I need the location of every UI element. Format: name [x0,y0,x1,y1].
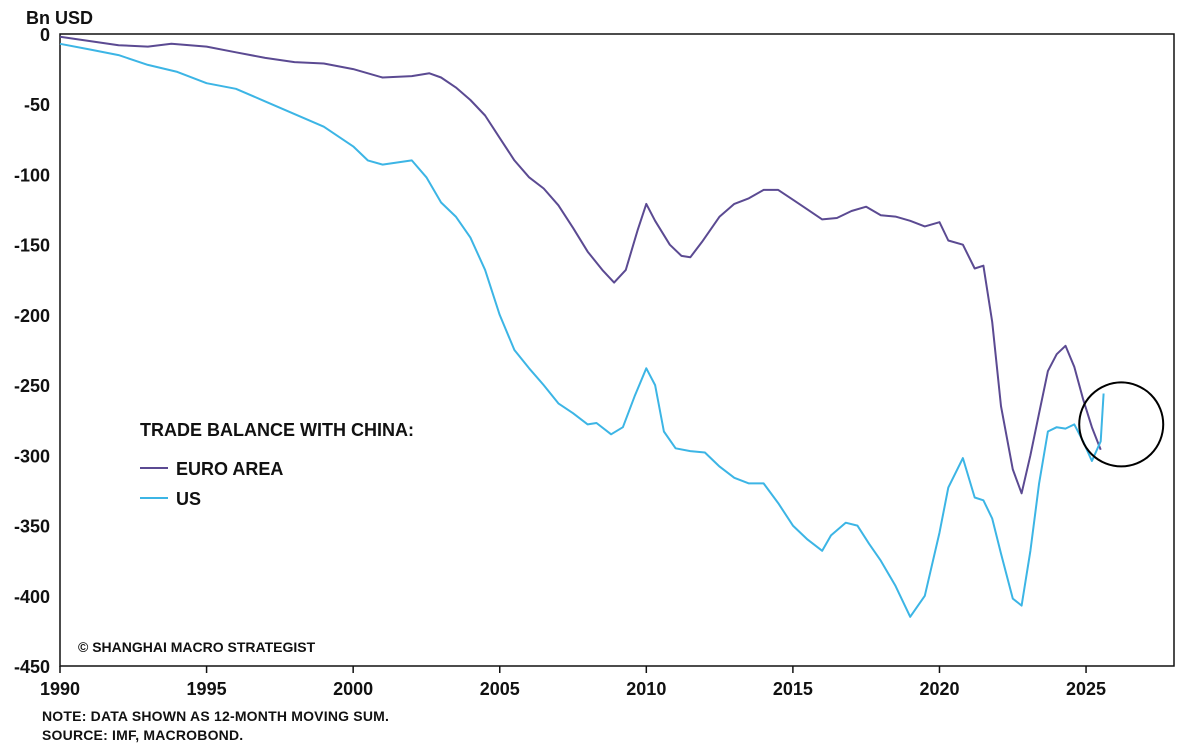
x-tick-label: 2010 [626,679,666,699]
y-tick-label: 0 [40,25,50,45]
plot-frame [59,33,1175,667]
footnote-note: NOTE: DATA SHOWN AS 12-MONTH MOVING SUM. [42,708,390,724]
legend: TRADE BALANCE WITH CHINA: EURO AREA US [140,420,414,509]
legend-title: TRADE BALANCE WITH CHINA: [140,420,414,440]
x-tick-label: 1995 [187,679,227,699]
y-tick-label: -300 [14,446,50,466]
x-tick-label: 2000 [333,679,373,699]
x-tick-label: 2025 [1066,679,1106,699]
x-tick-label: 2015 [773,679,813,699]
y-axis-ticks: 0 -50 -100 -150 -200 -250 -300 -350 -400 -450 [14,25,50,677]
y-tick-label: -400 [14,587,50,607]
highlight-circle [1078,381,1165,468]
x-tick-label: 2020 [919,679,959,699]
y-tick-label: -100 [14,165,50,185]
legend-label-euro-area: EURO AREA [176,459,283,479]
x-tick-label: 1990 [40,679,80,699]
series-line-euro-area [59,35,1102,495]
series-lines [59,35,1105,618]
y-tick-label: -450 [14,657,50,677]
y-tick-label: -200 [14,306,50,326]
y-tick-label: -150 [14,236,50,256]
x-tick-label: 2005 [480,679,520,699]
series-line-us [59,42,1105,618]
y-tick-label: -50 [24,95,50,115]
y-tick-label: -250 [14,376,50,396]
x-axis-ticks: 1990 1995 2000 2005 2010 2015 2020 2025 [40,666,1106,699]
y-tick-label: -350 [14,517,50,537]
footnote-source: SOURCE: IMF, MACROBOND. [42,727,244,743]
y-axis-unit-label: Bn USD [26,8,93,28]
credit-text: © SHANGHAI MACRO STRATEGIST [78,639,316,655]
legend-label-us: US [176,489,201,509]
